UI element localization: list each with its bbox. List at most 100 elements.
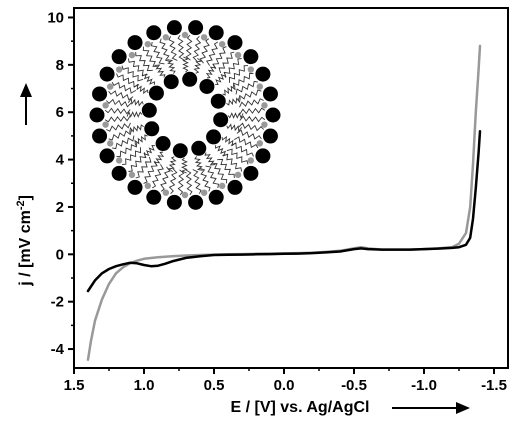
plot-frame [73,7,509,369]
micelle-illustration [89,20,281,210]
lipid-tail [182,56,189,73]
lipid-tail [193,57,203,74]
lipid-tail [159,38,171,63]
y-axis: -4 -2 0 2 4 6 8 10 [47,9,74,358]
x-axis: 1.5 1.0 0.5 0.0 -0.5 -1.0 -1.5 [64,368,507,394]
x-axis-arrow [392,402,470,414]
lipid-tail [227,112,244,119]
lipid-head [172,143,188,159]
x-tick-label: -1.5 [481,377,507,394]
series-line-gray [86,44,482,361]
lipid-head [146,25,162,41]
lipid-head [127,35,143,51]
lipid-head [111,49,127,65]
y-tick-label: 2 [56,199,64,216]
lipid-head [255,148,271,164]
lipid-tail [226,148,249,165]
lipid-tail [218,51,235,74]
y-tick-label: 10 [47,9,64,26]
y-tick-label: 6 [56,104,64,121]
y-tick-label: -2 [51,294,64,311]
lipid-tail [116,73,140,88]
lipid-head [213,112,229,128]
lipid-tail [239,115,266,123]
lipid-small-head [115,157,123,164]
lipid-tail [167,59,176,74]
lipid-tail [151,164,164,189]
lipid-head [111,165,127,181]
lipid-tail [143,145,155,159]
lipid-tail [141,73,155,85]
lipid-tail [108,90,134,101]
lipid-tail [111,81,137,94]
lipid-tail [135,156,152,179]
lipid-tail [205,165,220,189]
y-tick-label: 0 [56,246,64,263]
lipid-tail [232,72,254,89]
lipid-tail [121,65,144,82]
y-tick-label: -4 [51,341,65,358]
lipid-head [127,179,143,195]
lipid-small-head [115,66,123,73]
lipid-small-head [144,40,152,48]
lipid-head [265,107,281,123]
lipid-small-head [106,140,114,147]
lipid-tail [192,35,202,62]
y-tick-label: 4 [56,152,65,169]
lipid-small-head [247,157,255,164]
lipid-tail [226,123,243,133]
lipid-tail [185,169,193,196]
lipid-head [227,179,243,195]
lipid-small-head [106,83,114,90]
lipid-tail [135,51,153,72]
lipid-head [262,128,278,144]
series-layer [86,44,482,361]
y-axis-title: j / [mV cm-2] [15,195,34,287]
lipid-small-head [261,121,268,128]
lipid-head [199,78,215,94]
lipid-head [227,35,243,51]
lipid-small-head [128,51,136,59]
lipid-tail [222,153,243,172]
lipid-tail [239,98,264,108]
lipid-head [262,86,278,102]
lipid-tail [239,107,266,115]
y-tick-label: 8 [56,57,64,74]
lipid-tail [206,41,219,66]
lipid-head [99,148,115,164]
lipid-small-head [247,66,255,73]
lipid-head [155,136,171,152]
lipid-head [243,49,259,65]
lipid-tail [121,147,142,165]
lipid-small-head [102,121,109,128]
lipid-tail [236,129,262,140]
series-line-black [86,129,482,293]
x-tick-label: -1.0 [411,377,437,394]
x-tick-label: 0.5 [204,377,225,394]
lipid-head [144,121,160,137]
lipid-small-head [218,40,226,48]
lipid-tail [104,107,131,115]
lipid-tail [212,46,227,70]
lipid-small-head [128,171,136,179]
lipid-tail [215,145,229,157]
x-tick-label: 0.0 [274,377,295,394]
lipid-head [146,189,162,205]
lipid-head [166,20,182,36]
lipid-tail [168,168,178,195]
lipid-small-head [256,140,264,147]
lipid-tail [133,83,149,95]
lipid-head [188,194,204,210]
lipid-tail [194,156,203,171]
lipid-small-head [102,102,109,109]
lipid-tail [108,129,133,141]
lipid-head [206,129,222,145]
lipid-head [141,102,157,118]
lipid-tail [222,84,236,96]
lipid-small-head [218,182,226,190]
lipid-head [191,140,207,156]
lipid-tail [168,36,178,61]
lipid-tail [112,135,135,150]
lipid-tail [192,169,202,194]
lipid-tail [237,89,262,101]
